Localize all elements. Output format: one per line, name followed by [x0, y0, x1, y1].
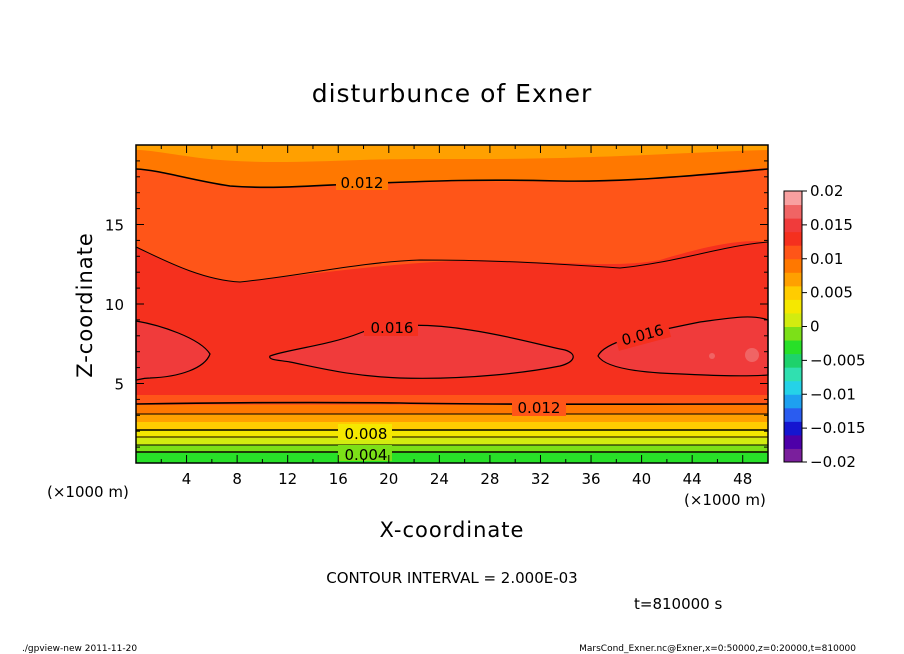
spot-high-1 [745, 348, 759, 362]
core-left [135, 320, 211, 381]
contour-0.014-upper [135, 241, 769, 283]
label-bg [364, 318, 418, 336]
colorbar-tick-label: 0.015 [810, 216, 853, 234]
label-bg [512, 398, 566, 416]
band-0.002 [136, 445, 768, 453]
contour-label-0.016-center: 0.016 [371, 319, 414, 337]
colorbar-swatch [784, 448, 802, 463]
colorbar-swatch [784, 299, 802, 314]
x-tick-label: 24 [430, 470, 449, 488]
colorbar-swatch [784, 231, 802, 246]
contour-label-0.012-top: 0.012 [341, 174, 384, 192]
colorbar-tick-label: 0.02 [810, 182, 843, 200]
colorbar-swatch [784, 245, 802, 260]
x-tick-label: 16 [329, 470, 348, 488]
band-0.004 [136, 437, 768, 445]
contour-0.012-lower [135, 401, 769, 406]
plot-area: 0.012 0.016 0.016 0.012 0.008 0.004 [135, 144, 769, 464]
colorbar-swatch [784, 272, 802, 287]
x-unit-right: (×1000 m) [684, 491, 766, 509]
x-tick-label: 8 [232, 470, 242, 488]
x-unit-left: (×1000 m) [47, 483, 129, 501]
x-tick-label: 44 [683, 470, 702, 488]
colorbar-swatch [784, 353, 802, 368]
band-0.010 [136, 414, 768, 422]
colorbar-swatch [784, 407, 802, 422]
contour-0.012-upper [135, 168, 769, 189]
band-0.012 [136, 395, 768, 405]
contour-lines [135, 168, 769, 453]
colorbar-swatch [784, 380, 802, 395]
contour-label-0.012-bottom: 0.012 [518, 399, 561, 417]
colorbar-swatch [784, 285, 802, 300]
time-label: t=810000 s [634, 595, 722, 613]
colorbar: 0.02 0.015 0.01 0.005 0 −0.005 −0.01 −0.015 −0.0… [783, 182, 866, 471]
colorbar-tick-label: 0.01 [810, 250, 843, 268]
label-bg [336, 172, 388, 190]
band-0.011 [136, 404, 768, 414]
colorbar-swatch [784, 204, 802, 219]
footer-right: MarsCond_Exner.nc@Exner,x=0:50000,z=0:20… [579, 644, 856, 654]
spot-high-2 [709, 353, 715, 359]
x-tick-label: 12 [278, 470, 297, 488]
x-tick-label: 36 [581, 470, 600, 488]
colorbar-swatch [784, 326, 802, 341]
label-bg [614, 319, 672, 351]
colorbar-tick-label: −0.01 [810, 385, 856, 403]
footer-left: ./gpview-new 2011-11-20 [22, 644, 137, 654]
colorbar-swatch [784, 394, 802, 409]
chart-title: disturbunce of Exner [312, 79, 593, 108]
y-tick-label: 15 [105, 217, 124, 235]
x-tick-label: 4 [182, 470, 192, 488]
colorbar-swatch [784, 191, 802, 206]
y-tick-label: 5 [114, 376, 124, 394]
band-surface [136, 452, 768, 463]
colorbar-swatch [784, 340, 802, 355]
band-upper-0.011 [136, 145, 768, 162]
y-tick-label: 10 [105, 296, 124, 314]
contour-interval: CONTOUR INTERVAL = 2.000E-03 [326, 569, 577, 587]
colorbar-swatch [784, 258, 802, 273]
contour-label-0.004: 0.004 [345, 446, 388, 464]
x-tick-label: 28 [480, 470, 499, 488]
colorbar-tick-label: −0.015 [810, 419, 866, 437]
x-axis: 4 8 12 16 20 24 28 32 36 40 44 48 [160, 145, 752, 488]
colorbar-swatch [784, 367, 802, 382]
colorbar-swatch [784, 421, 802, 436]
colorbar-tick-label: 0 [810, 318, 820, 336]
band-0.008 [136, 422, 768, 430]
x-tick-label: 32 [531, 470, 550, 488]
x-tick-label: 48 [733, 470, 752, 488]
x-tick-label: 40 [632, 470, 651, 488]
x-tick-label: 20 [379, 470, 398, 488]
colorbar-tick-label: −0.02 [810, 453, 856, 471]
colorbar-tick-label: 0.005 [810, 284, 853, 302]
contour-label-0.008: 0.008 [345, 425, 388, 443]
label-bg [338, 424, 392, 440]
colorbar-swatch [784, 312, 802, 327]
y-axis: 5 10 15 [105, 160, 768, 448]
x-axis-label: X-coordinate [380, 518, 525, 542]
colorbar-swatch [784, 434, 802, 449]
y-axis-label: Z-coordinate [73, 232, 97, 378]
label-bg [338, 445, 392, 461]
band-0.006 [136, 430, 768, 438]
colorbar-tick-label: −0.005 [810, 351, 866, 369]
colorbar-swatch [784, 218, 802, 233]
